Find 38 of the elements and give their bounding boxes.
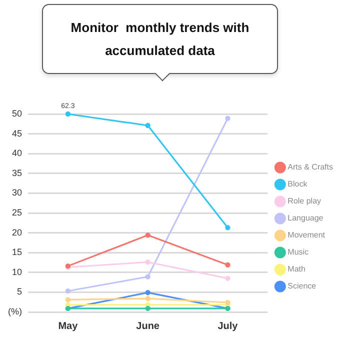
- y-tick-label: 10: [12, 266, 22, 277]
- y-tick-label: 35: [12, 168, 22, 178]
- y-tick-label: 30: [12, 188, 22, 198]
- point: [65, 111, 71, 117]
- point: [225, 276, 230, 281]
- point: [145, 260, 150, 265]
- legend-label: Block: [288, 180, 308, 189]
- chart-title: Monitor monthly trends with accumulated data: [42, 4, 278, 74]
- point: [225, 225, 230, 230]
- y-tick-label: 20: [12, 227, 22, 238]
- y-tick-label: 40: [12, 148, 22, 158]
- point: [145, 290, 150, 296]
- point: [225, 116, 230, 121]
- y-tick-label: (%): [8, 306, 22, 316]
- legend-label: Role play: [288, 196, 322, 206]
- legend-label: Music: [288, 248, 309, 257]
- point: [145, 232, 150, 238]
- x-tick-label: June: [136, 320, 160, 332]
- x-tick-label: May: [58, 320, 78, 332]
- y-tick-label: 25: [12, 207, 22, 218]
- point: [225, 300, 230, 306]
- point: [145, 122, 150, 128]
- x-tick-label: July: [218, 320, 238, 332]
- point: [145, 306, 150, 312]
- point: [65, 297, 71, 302]
- point: [145, 296, 150, 302]
- legend-label: Language: [288, 214, 324, 223]
- point: [225, 262, 230, 268]
- legend-label: Arts & Crafts: [288, 162, 334, 172]
- legend-label: Math: [288, 264, 306, 274]
- y-tick-label: 5: [16, 286, 22, 297]
- y-tick-label: 50: [12, 108, 22, 118]
- point: [145, 274, 150, 280]
- legend-label: Movement: [288, 230, 326, 240]
- legend-label: Science: [288, 282, 317, 291]
- y-tick-label: 45: [12, 128, 22, 138]
- y-tick-label: 15: [12, 247, 22, 258]
- point: [65, 288, 71, 294]
